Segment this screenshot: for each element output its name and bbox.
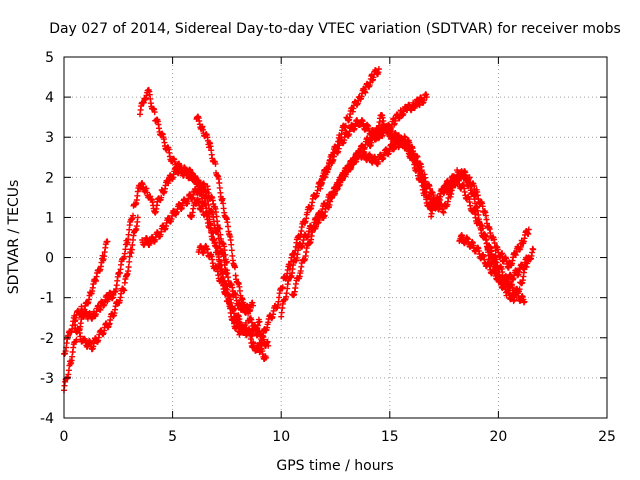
data-point-markers [71, 214, 141, 353]
y-tick-label: 2 [45, 170, 54, 186]
y-tick-label: -4 [40, 411, 54, 427]
x-tick-label: 20 [489, 429, 507, 445]
y-tick-label: 0 [45, 251, 54, 267]
y-tick-label: -2 [40, 331, 54, 347]
x-tick-label: 15 [381, 429, 399, 445]
series-pass-15 [484, 245, 537, 305]
data-point-markers [317, 66, 382, 192]
data-point-markers [195, 242, 263, 340]
x-tick-label: 5 [168, 429, 177, 445]
y-tick-label: -3 [40, 371, 54, 387]
y-axis-label: SDTVAR / TECUs [6, 180, 22, 295]
x-tick-label: 25 [598, 429, 616, 445]
plot-frame [63, 56, 608, 419]
data-point-markers [484, 245, 537, 305]
x-axis-label: GPS time / hours [276, 458, 393, 474]
series-pass-13 [365, 91, 430, 150]
x-tick-label: 0 [60, 429, 69, 445]
series-pass-8 [195, 242, 263, 340]
chart-title: Day 027 of 2014, Sidereal Day-to-day VTE… [49, 21, 621, 37]
tick-layer: 0 5 10 15 20 25 -4 -3 -2 -1 0 1 2 3 4 5 [40, 50, 616, 445]
data-layer [61, 66, 537, 394]
series-pass-3 [71, 214, 141, 353]
y-tick-label: 5 [45, 50, 54, 66]
series-pass-5 [139, 179, 230, 266]
series-pass-12 [317, 66, 382, 192]
y-tick-label: 1 [45, 210, 54, 226]
y-tick-label: -1 [40, 291, 54, 307]
data-point-markers [365, 91, 430, 150]
y-tick-label: 4 [45, 90, 54, 106]
y-tick-label: 3 [45, 130, 54, 146]
data-point-markers [139, 179, 230, 266]
x-tick-label: 10 [272, 429, 290, 445]
